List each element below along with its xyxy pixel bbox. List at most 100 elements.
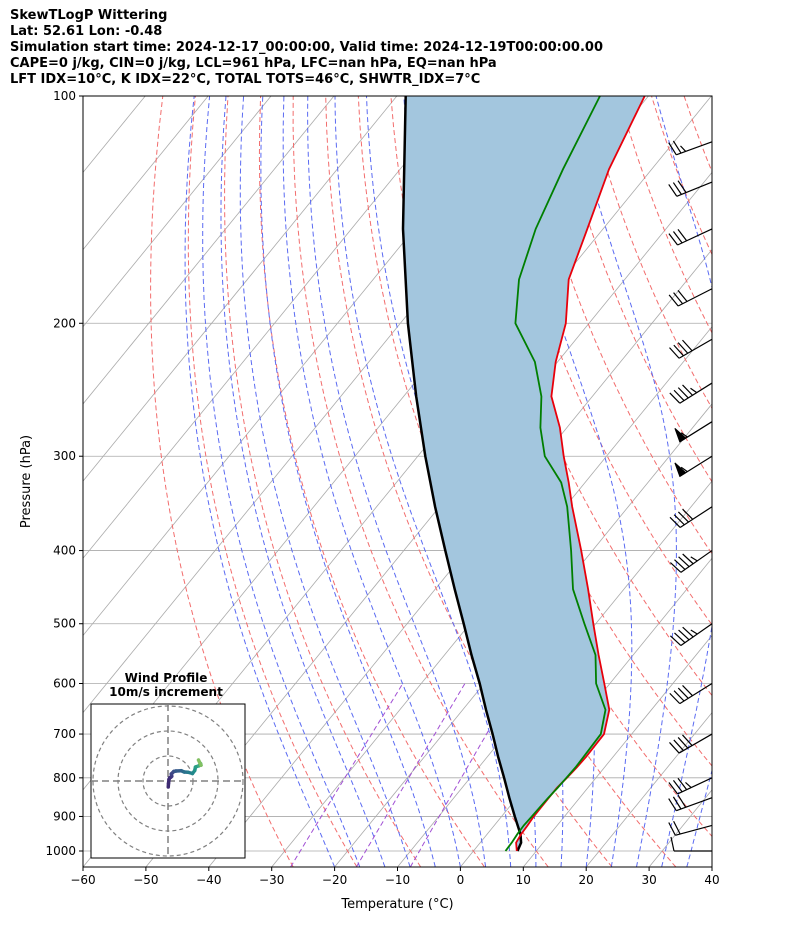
moist-adiabat — [202, 96, 361, 867]
wind-barb-feather — [690, 387, 698, 394]
wind-barb — [668, 777, 713, 795]
wind-barb-feather — [668, 782, 679, 795]
wind-barb-feather — [690, 629, 698, 635]
x-tick-label: −50 — [133, 873, 158, 887]
isotherm — [83, 96, 398, 482]
wind-barb-staff — [676, 141, 713, 156]
moist-adiabat — [260, 96, 436, 867]
x-tick-label: −40 — [196, 873, 221, 887]
wind-barb-feather — [673, 739, 684, 751]
wind-barb — [669, 338, 713, 359]
wind-barb-staff — [679, 682, 713, 705]
wind-barb-feather — [669, 392, 681, 404]
wind-barb-feather — [677, 387, 689, 399]
moist-adiabat — [502, 96, 633, 867]
mixing-ratio-line — [355, 683, 466, 867]
wind-barb-staff — [679, 506, 713, 528]
isotherm — [0, 96, 82, 867]
y-axis-label: Pressure (hPa) — [19, 435, 34, 528]
dry-adiabat — [585, 96, 712, 410]
wind-barb-feather — [682, 553, 694, 565]
wind-barb-feather — [673, 389, 685, 401]
x-tick-label: −60 — [70, 873, 95, 887]
wind-barb — [670, 836, 712, 852]
wind-barb-feather — [677, 180, 687, 193]
wind-barb — [669, 506, 713, 528]
wind-barb-feather — [669, 562, 682, 573]
wind-barb — [668, 820, 713, 836]
chart-title: SkewTLogP Wittering — [10, 8, 168, 23]
wind-barb-feather — [668, 184, 678, 197]
isotherm — [83, 96, 272, 328]
dry-adiabat — [258, 96, 485, 867]
wind-barb-feather — [670, 836, 675, 852]
wind-barb-feather — [669, 742, 680, 754]
wind-barb-feather — [668, 294, 679, 307]
wind-barb-flag — [674, 427, 687, 443]
wind-barb-feather — [677, 289, 688, 302]
dry-adiabat — [325, 96, 613, 867]
wind-barb-feather — [680, 432, 688, 438]
y-tick-label: 700 — [53, 727, 76, 741]
wind-barb-feather — [690, 556, 698, 562]
wind-barb-staff — [675, 824, 713, 836]
y-tick-label: 500 — [53, 617, 76, 631]
wind-barb-feather — [677, 794, 687, 808]
mixing-ratio-line — [290, 683, 404, 867]
time-line: Simulation start time: 2024-12-17_00:00:… — [10, 40, 603, 55]
wind-barb-staff — [677, 288, 713, 307]
moist-adiabat — [334, 96, 512, 867]
dry-adiabat — [150, 96, 294, 867]
wind-barb-feather — [678, 556, 690, 568]
wind-barb-feather — [669, 635, 682, 646]
wind-barb-feather — [668, 233, 679, 246]
dry-adiabat — [224, 96, 422, 867]
wind-barb-feather — [668, 142, 677, 156]
wind-barb-flag — [674, 462, 687, 478]
moist-adiabat — [307, 96, 487, 867]
dry-adiabat — [187, 96, 358, 867]
wind-barb-staff — [677, 228, 713, 246]
isotherm — [522, 634, 712, 867]
wind-barb-feather — [672, 796, 682, 810]
wind-barb-feather — [677, 687, 689, 699]
axes: −60 −50 −40 −30 −20 −10 0 10 20 30 40 100 200 300 400 5… — [19, 89, 720, 912]
wind-barb-feather — [669, 347, 680, 359]
wind-barb — [669, 733, 713, 754]
wind-barb-staff — [677, 777, 713, 795]
y-tick-label: 400 — [53, 544, 76, 558]
wind-barb-feather — [677, 737, 689, 749]
wind-barb-staff — [680, 550, 713, 573]
wind-barb — [668, 288, 713, 307]
wind-barb-staff — [676, 181, 713, 197]
wind-barb-feather — [673, 514, 685, 526]
wind-barb-staff — [678, 733, 713, 754]
moist-adiabat — [655, 96, 712, 867]
wind-barb-feather — [677, 511, 689, 523]
hodograph-subtitle: 10m/s increment — [109, 685, 223, 699]
dry-adiabat — [488, 96, 712, 626]
wind-barb-staff — [676, 797, 713, 812]
wind-barb — [669, 382, 713, 404]
x-tick-label: −30 — [259, 873, 284, 887]
isotherm — [334, 403, 712, 867]
x-tick-label: −20 — [322, 873, 347, 887]
wind-barb-feather — [673, 344, 684, 357]
wind-barb-feather — [682, 626, 694, 638]
wind-barb-feather — [682, 339, 693, 352]
x-tick-label: 20 — [579, 873, 594, 887]
wind-barb-feather — [680, 466, 688, 473]
wind-barb — [668, 794, 713, 812]
dry-adiabat — [782, 96, 794, 867]
x-tick-label: 10 — [516, 873, 531, 887]
wind-barb-feather — [672, 779, 683, 793]
wind-barb — [674, 455, 713, 478]
moist-adiabat — [239, 96, 411, 867]
wind-barb — [668, 228, 713, 246]
dry-adiabat — [749, 96, 794, 867]
mixing-ratio-line — [409, 683, 517, 867]
wind-barb-feather — [674, 632, 686, 644]
isotherm — [83, 96, 461, 559]
cape-cin-shading — [403, 96, 645, 851]
moist-adiabat — [220, 96, 386, 867]
